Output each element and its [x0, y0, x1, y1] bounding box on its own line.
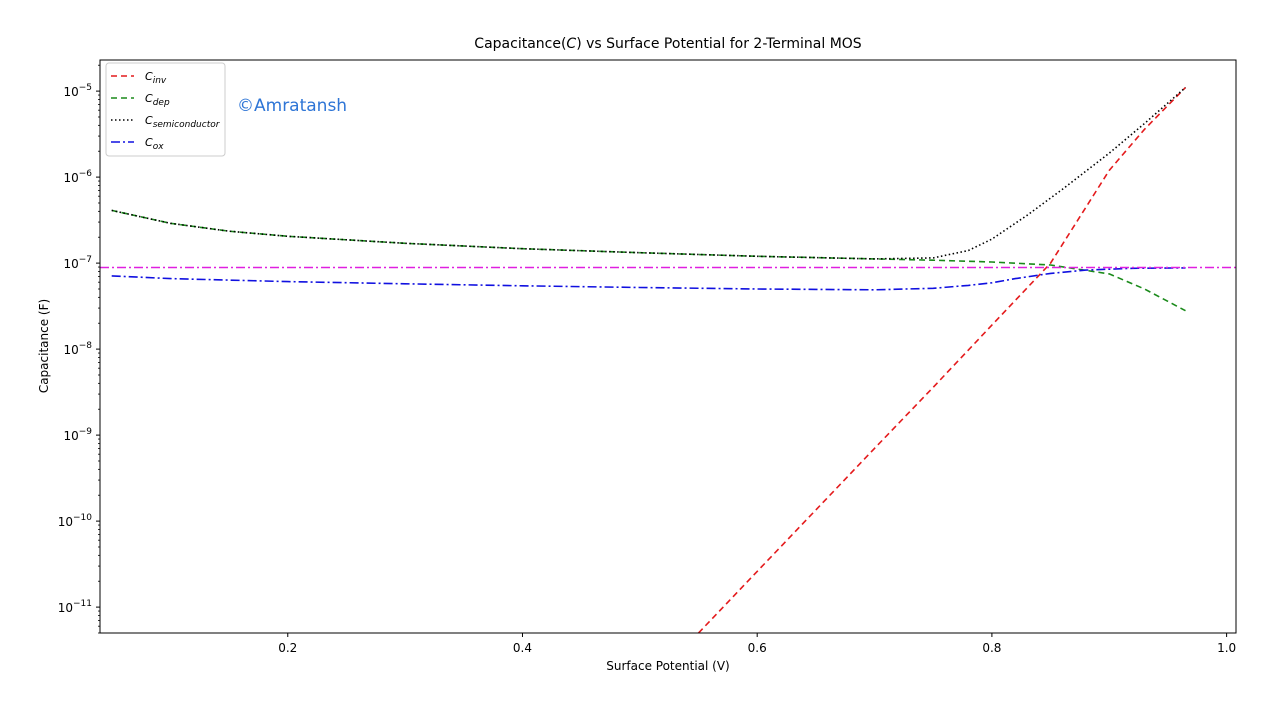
x-tick-label: 0.6: [748, 641, 767, 655]
y-axis: 10−11 10−10 10−9 10−8 10−7 10−6 10−5: [58, 64, 100, 634]
x-tick-label: 0.4: [513, 641, 532, 655]
y-tick-label: 10−7: [63, 255, 92, 271]
y-tick-label: 10−8: [63, 341, 92, 357]
y-tick-label: 10−6: [63, 169, 92, 185]
y-tick-label: 10−5: [63, 83, 92, 99]
x-axis-label: Surface Potential (V): [606, 659, 730, 673]
series-line-c-semiconductor: [111, 86, 1187, 260]
legend-entry-dep: Cdep: [145, 92, 170, 108]
watermark: ©Amratansh: [237, 96, 347, 116]
legend: Cinv Cdep Csemiconductor Cox: [105, 62, 226, 157]
legend-entry-inv: Cinv: [145, 70, 167, 86]
legend-entry-ox: Cox: [145, 136, 164, 152]
legend-entry-semiconductor: Csemiconductor: [145, 114, 221, 130]
y-axis-label: Capacitance (F): [37, 299, 51, 393]
x-tick-label: 0.8: [982, 641, 1001, 655]
series-line-c-dep: [111, 209, 1186, 312]
chart-title: Capacitance(C) vs Surface Potential for …: [474, 36, 862, 52]
y-tick-label: 10−9: [63, 427, 92, 443]
y-tick-label: 10−10: [58, 513, 93, 529]
x-tick-label: 0.2: [278, 641, 297, 655]
x-tick-label: 1.0: [1217, 641, 1236, 655]
series-layer: [100, 86, 1236, 633]
plot-frame: [99, 59, 1237, 634]
legend-box: [105, 62, 226, 157]
series-line-c-ox: [111, 267, 1186, 291]
x-axis: 0.2 0.4 0.6 0.8 1.0: [278, 633, 1236, 655]
y-tick-label: 10−11: [58, 599, 92, 615]
series-line-c-inv: [697, 86, 1187, 633]
